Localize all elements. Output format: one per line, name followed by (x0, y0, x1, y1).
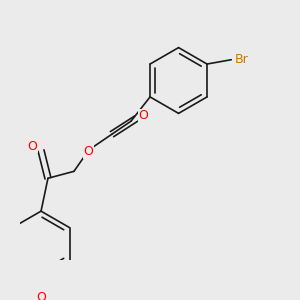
Text: Br: Br (235, 53, 248, 66)
Text: O: O (84, 145, 94, 158)
Text: O: O (36, 291, 46, 300)
Text: O: O (138, 110, 148, 122)
Text: O: O (27, 140, 37, 153)
